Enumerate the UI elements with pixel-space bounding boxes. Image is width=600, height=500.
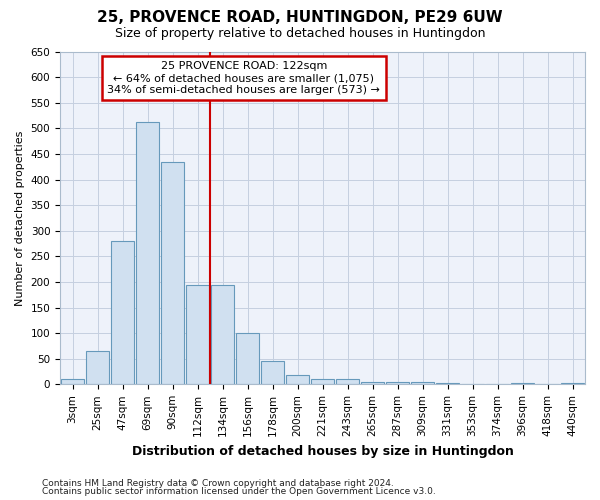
Bar	[161, 162, 184, 384]
Bar	[136, 122, 160, 384]
Bar	[361, 382, 385, 384]
Bar	[211, 286, 235, 384]
Text: Contains HM Land Registry data © Crown copyright and database right 2024.: Contains HM Land Registry data © Crown c…	[42, 478, 394, 488]
Bar	[185, 286, 209, 384]
Bar	[236, 332, 259, 384]
Bar	[511, 383, 535, 384]
Bar	[286, 375, 310, 384]
Bar	[260, 361, 284, 384]
X-axis label: Distribution of detached houses by size in Huntingdon: Distribution of detached houses by size …	[131, 444, 514, 458]
Bar	[86, 351, 109, 384]
Bar	[61, 379, 85, 384]
Bar	[410, 382, 434, 384]
Bar	[386, 382, 409, 384]
Bar	[110, 241, 134, 384]
Text: 25 PROVENCE ROAD: 122sqm
← 64% of detached houses are smaller (1,075)
34% of sem: 25 PROVENCE ROAD: 122sqm ← 64% of detach…	[107, 62, 380, 94]
Text: 25, PROVENCE ROAD, HUNTINGDON, PE29 6UW: 25, PROVENCE ROAD, HUNTINGDON, PE29 6UW	[97, 10, 503, 25]
Y-axis label: Number of detached properties: Number of detached properties	[15, 130, 25, 306]
Bar	[560, 383, 584, 384]
Text: Size of property relative to detached houses in Huntingdon: Size of property relative to detached ho…	[115, 28, 485, 40]
Bar	[335, 379, 359, 384]
Bar	[311, 378, 334, 384]
Text: Contains public sector information licensed under the Open Government Licence v3: Contains public sector information licen…	[42, 487, 436, 496]
